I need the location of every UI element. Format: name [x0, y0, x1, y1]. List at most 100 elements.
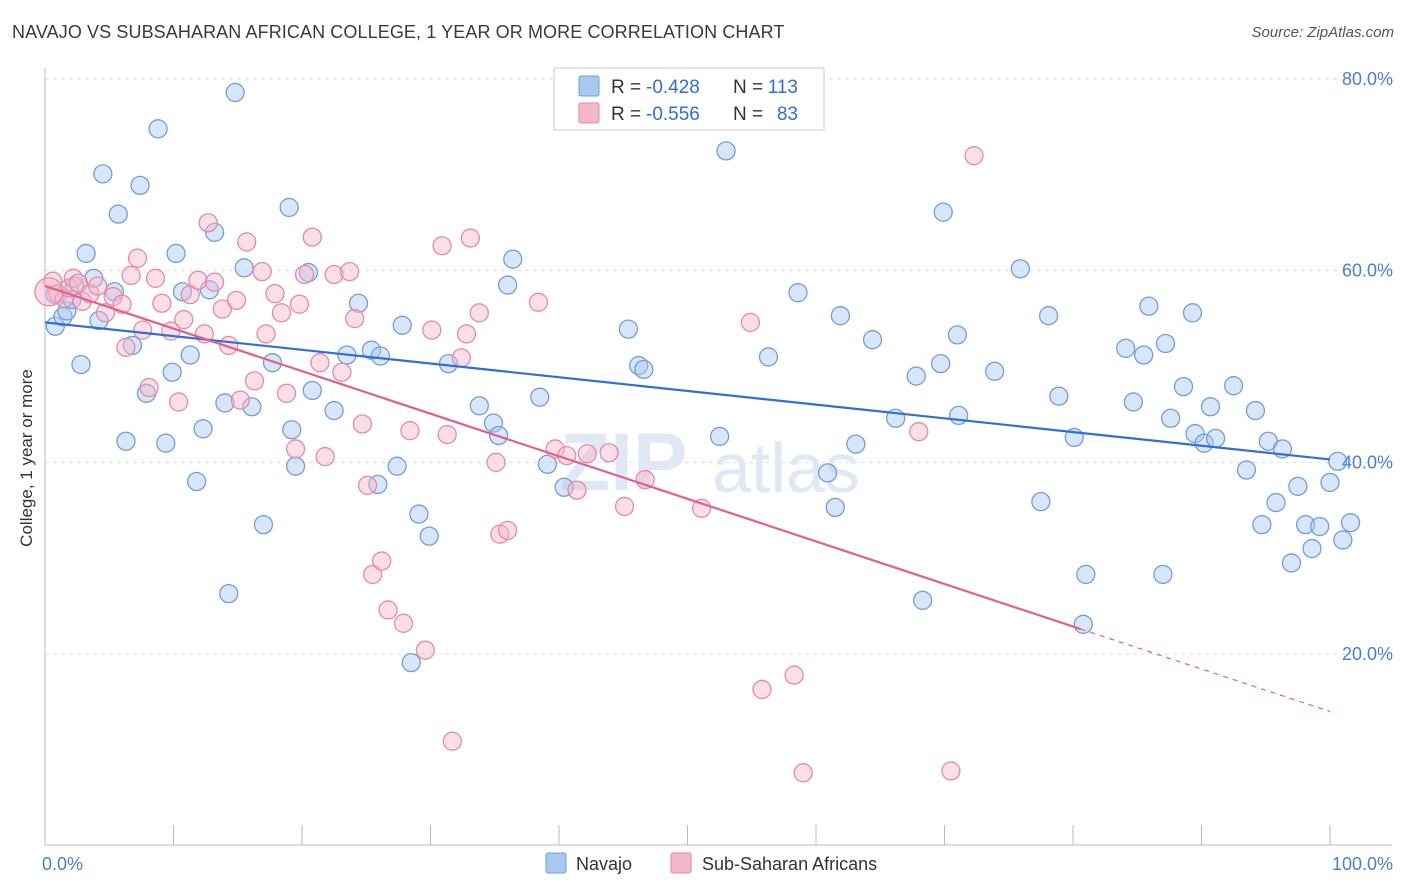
african-trend-line — [44, 284, 1082, 631]
african-point — [415, 640, 436, 660]
navajo-n-value: 113 — [768, 77, 798, 98]
african-point — [941, 761, 961, 781]
navajo-point — [302, 380, 322, 401]
navajo-point — [483, 413, 504, 433]
navajo-point — [933, 202, 953, 222]
x-tick-labels: 0.0% 100.0% — [42, 854, 1393, 874]
navajo-point — [419, 526, 439, 546]
navajo-r-label: R = — [611, 77, 641, 98]
y-tick-label: 40.0% — [1342, 452, 1393, 472]
african-point — [256, 324, 276, 344]
african-point — [152, 293, 172, 313]
navajo-point — [709, 426, 730, 447]
navajo-point — [1031, 491, 1051, 512]
navajo-point — [387, 456, 407, 476]
source-credit: Source: ZipAtlas.com — [1251, 24, 1394, 41]
navajo-point — [1049, 386, 1069, 406]
african-series-swatch — [670, 852, 692, 874]
navajo-point — [947, 325, 967, 345]
navajo-point — [634, 359, 654, 380]
navajo-point — [830, 306, 851, 326]
african-point — [276, 383, 297, 403]
african-point — [352, 414, 373, 434]
african-point — [204, 272, 225, 292]
navajo-point — [253, 514, 274, 535]
navajo-point — [1333, 530, 1353, 550]
navajo-point — [76, 243, 96, 264]
navajo-point — [1155, 333, 1176, 354]
african-n-label: N = — [733, 104, 763, 125]
navajo-point — [913, 590, 933, 610]
african-point — [271, 303, 292, 323]
african-point — [357, 475, 378, 495]
african-point — [567, 480, 587, 500]
african-r-label: R = — [611, 104, 641, 125]
african-point — [237, 232, 257, 252]
navajo-point — [862, 330, 883, 350]
african-point — [442, 731, 462, 751]
navajo-point — [948, 405, 969, 426]
african-point — [740, 312, 761, 333]
navajo-point — [930, 353, 951, 374]
african-point — [528, 292, 549, 312]
navajo-point — [130, 175, 150, 196]
african-point — [752, 679, 772, 700]
navajo-point — [57, 301, 77, 321]
navajo-point — [1245, 400, 1266, 421]
african-point — [133, 320, 153, 340]
watermark-atlas: atlas — [712, 429, 860, 507]
x-tick-label-end: 100.0% — [1332, 854, 1393, 874]
african-point — [252, 261, 272, 282]
african-point — [302, 227, 322, 247]
navajo-point — [1200, 397, 1221, 417]
african-point — [378, 600, 398, 620]
navajo-point — [758, 347, 779, 367]
navajo-r-value: -0.428 — [646, 77, 700, 98]
navajo-point — [368, 474, 388, 495]
navajo-point — [1010, 259, 1030, 279]
african-point — [112, 294, 132, 314]
african-point — [168, 392, 189, 412]
african-point — [339, 261, 360, 282]
navajo-point — [469, 396, 489, 416]
navajo-series-label: Navajo — [576, 854, 632, 874]
african-point — [294, 264, 315, 285]
navajo-point — [409, 504, 429, 524]
african-point — [784, 665, 804, 685]
african-point — [121, 265, 141, 286]
navajo-points — [45, 82, 1361, 673]
navajo-point — [285, 456, 306, 476]
navajo-point — [1205, 428, 1226, 449]
navajo-point — [1076, 564, 1096, 585]
y-tick-label: 20.0% — [1342, 644, 1393, 664]
african-point — [289, 294, 310, 314]
african-point — [793, 763, 813, 783]
african-point — [145, 268, 166, 288]
navajo-point — [193, 419, 213, 439]
navajo-point — [716, 141, 736, 161]
navajo-point — [392, 315, 412, 335]
navajo-point — [1161, 408, 1181, 428]
african-point — [230, 390, 250, 410]
navajo-point — [234, 258, 254, 278]
african-points — [34, 146, 984, 783]
african-point — [116, 337, 136, 357]
african-point — [345, 308, 365, 329]
navajo-trend-line — [44, 321, 1331, 461]
african-point — [127, 248, 148, 268]
african-point — [400, 421, 420, 441]
navajo-point — [45, 316, 65, 336]
navajo-legend-swatch — [578, 75, 600, 97]
african-point — [324, 264, 344, 285]
axes — [44, 68, 1392, 846]
african-point — [198, 213, 218, 233]
navajo-point — [1236, 460, 1257, 480]
navajo-point — [1038, 306, 1059, 326]
navajo-point — [242, 397, 262, 417]
navajo-point — [530, 387, 550, 407]
navajo-point — [204, 222, 225, 242]
y-axis-label: College, 1 year or more — [17, 369, 36, 547]
african-series-label: Sub-Saharan Africans — [702, 854, 877, 874]
navajo-point — [262, 353, 283, 373]
